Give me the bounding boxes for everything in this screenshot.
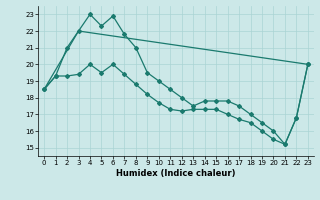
- X-axis label: Humidex (Indice chaleur): Humidex (Indice chaleur): [116, 169, 236, 178]
